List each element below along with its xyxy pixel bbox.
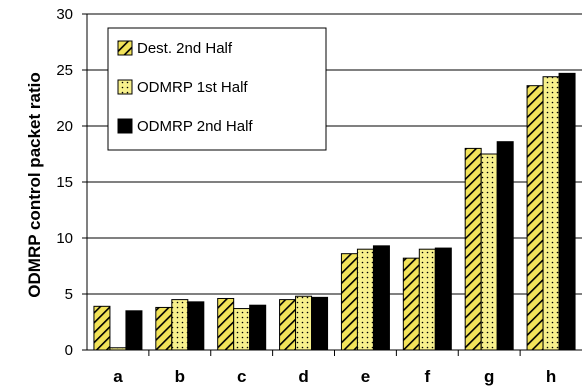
legend-box — [107, 27, 327, 151]
x-tick-label: g — [484, 367, 494, 386]
axes — [82, 13, 582, 356]
bar-f-series-3 — [434, 247, 452, 351]
bar-d-series-2 — [295, 295, 313, 351]
bar-f-series-2 — [418, 248, 436, 351]
y-tick-label: 5 — [65, 286, 73, 303]
x-tick-label: f — [424, 367, 430, 386]
bar-d-series-3 — [311, 296, 329, 351]
bar-d-series-1 — [279, 299, 297, 351]
x-tick-label: e — [361, 367, 370, 386]
bar-a-series-3 — [125, 310, 143, 351]
bar-e-series-1 — [340, 253, 358, 351]
bar-g-series-3 — [496, 141, 514, 351]
bar-b-series-1 — [155, 306, 173, 351]
x-tick-label: c — [237, 367, 246, 386]
y-tick-label: 10 — [56, 230, 73, 247]
x-tick-label: b — [175, 367, 185, 386]
bar-g-series-1 — [464, 147, 482, 351]
bar-g-series-2 — [480, 153, 498, 351]
legend-label: ODMRP 2nd Half — [137, 118, 253, 135]
bar-b-series-3 — [187, 301, 205, 351]
bar-h-series-3 — [558, 72, 576, 351]
bar-h-series-2 — [542, 76, 560, 351]
y-tick-label: 20 — [56, 118, 73, 135]
legend-swatch — [117, 40, 133, 56]
bar-a-series-1 — [93, 305, 111, 351]
bar-h-series-1 — [526, 85, 544, 351]
y-axis-label: ODMRP control packet ratio — [25, 72, 44, 297]
axis-labels: 0 5 10 15 20 25 30 a b c d e f g h — [56, 6, 556, 386]
bar-c-series-2 — [233, 308, 251, 351]
legend: Dest. 2nd Half ODMRP 1st Half ODMRP 2nd Ha… — [107, 27, 327, 151]
y-tick-label: 0 — [65, 342, 73, 359]
bars — [93, 72, 576, 351]
legend-swatch — [117, 79, 133, 95]
bar-c-series-1 — [217, 297, 235, 351]
bar-c-series-3 — [249, 304, 267, 351]
x-tick-label: d — [298, 367, 308, 386]
x-tick-label: a — [113, 367, 123, 386]
legend-swatch — [117, 118, 133, 134]
y-tick-label: 15 — [56, 174, 73, 191]
bar-b-series-2 — [171, 299, 189, 351]
legend-label: Dest. 2nd Half — [137, 40, 233, 57]
bar-e-series-2 — [356, 248, 374, 351]
legend-label: ODMRP 1st Half — [137, 79, 248, 96]
bar-e-series-3 — [372, 245, 390, 351]
x-tick-label: h — [546, 367, 556, 386]
y-tick-label: 30 — [56, 6, 73, 23]
y-tick-label: 25 — [56, 62, 73, 79]
bar-f-series-1 — [402, 257, 420, 351]
